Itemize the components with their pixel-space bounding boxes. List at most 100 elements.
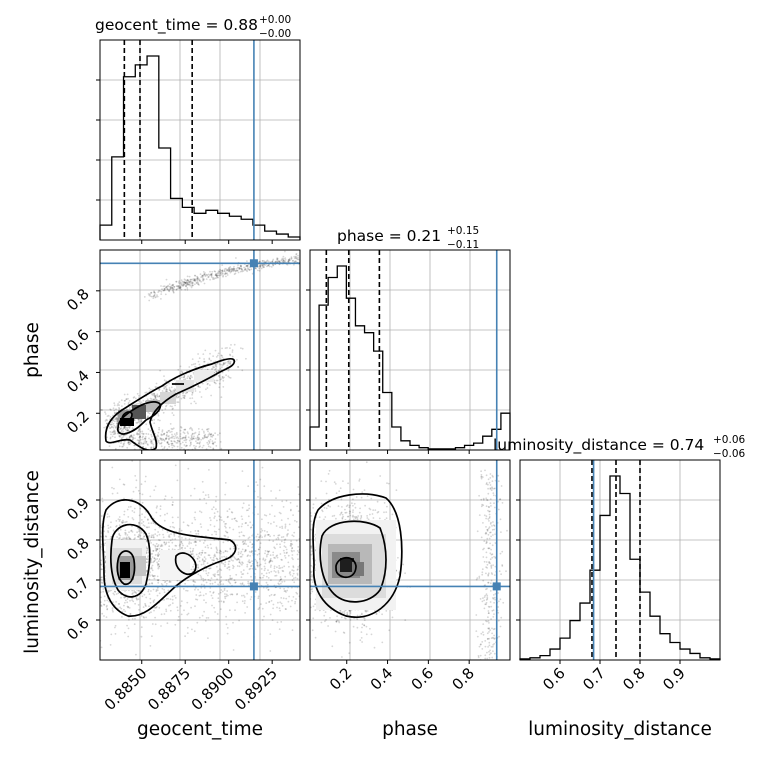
sample-point	[233, 265, 235, 268]
sample-point	[194, 283, 196, 286]
sample-point	[255, 267, 257, 270]
sample-point	[230, 578, 233, 580]
sample-point	[210, 433, 212, 436]
sample-point	[100, 515, 103, 517]
sample-point	[196, 437, 199, 439]
sample-point	[138, 530, 140, 533]
sample-point	[229, 547, 232, 550]
sample-point	[193, 438, 195, 440]
sample-point	[103, 595, 106, 598]
sample-point	[167, 535, 170, 538]
sample-point	[216, 565, 218, 568]
sample-point	[310, 571, 312, 574]
sample-point	[140, 531, 143, 534]
sample-point	[201, 428, 204, 431]
sample-point	[204, 552, 207, 554]
sample-point	[293, 263, 295, 266]
sample-point	[166, 622, 169, 625]
sample-point	[279, 512, 282, 515]
sample-point	[172, 389, 175, 392]
sample-point	[148, 526, 150, 528]
sample-point	[278, 580, 281, 582]
sample-point	[164, 437, 167, 440]
sample-point	[124, 601, 126, 604]
sample-point	[204, 494, 207, 496]
sample-point	[123, 427, 125, 429]
sample-point	[155, 382, 158, 385]
sample-point	[288, 523, 291, 526]
sample-point	[126, 429, 129, 432]
sample-point	[365, 633, 368, 636]
sample-point	[222, 583, 225, 585]
sample-point	[220, 569, 223, 571]
sample-point	[259, 264, 262, 266]
sample-point	[176, 442, 179, 444]
sample-point	[116, 422, 118, 425]
sample-point	[192, 279, 195, 282]
sample-point	[359, 517, 362, 520]
sample-point	[133, 590, 136, 592]
sample-point	[140, 626, 143, 629]
sample-point	[231, 577, 233, 580]
sample-point	[297, 258, 300, 261]
sample-point	[171, 428, 174, 431]
sample-point	[251, 534, 254, 537]
sample-point	[168, 437, 171, 439]
sample-point	[220, 576, 223, 579]
contour-inner	[116, 550, 136, 585]
sample-point	[132, 490, 135, 493]
sample-point	[160, 298, 162, 300]
sample-point	[106, 415, 109, 417]
sample-point	[266, 531, 269, 533]
sample-point	[291, 260, 294, 262]
sample-point	[184, 437, 187, 439]
sample-point	[197, 283, 200, 286]
sample-point	[249, 521, 252, 524]
sample-point	[275, 260, 278, 263]
sample-point	[203, 610, 206, 613]
sample-point	[123, 513, 126, 516]
sample-point	[186, 288, 189, 291]
sample-point	[284, 525, 287, 528]
sample-point	[126, 537, 128, 540]
sample-point	[260, 267, 263, 270]
sample-point	[115, 525, 117, 528]
sample-point	[113, 429, 115, 432]
sample-point	[199, 279, 201, 282]
sample-point	[210, 276, 213, 278]
sample-point	[232, 267, 235, 270]
sample-point	[192, 579, 195, 582]
sample-point	[217, 597, 220, 600]
sample-point	[361, 623, 364, 626]
sample-point	[215, 366, 218, 368]
sample-point	[189, 378, 192, 380]
sample-point	[271, 560, 274, 563]
sample-point	[311, 629, 314, 632]
sample-point	[169, 389, 172, 392]
sample-point	[210, 435, 212, 438]
sample-point	[229, 362, 231, 365]
sample-point	[168, 290, 171, 293]
sample-point	[174, 440, 176, 443]
sample-point	[245, 509, 248, 512]
sample-point	[186, 601, 189, 604]
sample-point	[217, 434, 219, 436]
sample-point	[240, 550, 243, 553]
sample-point	[175, 288, 178, 291]
sample-point	[143, 441, 146, 443]
sample-point	[168, 382, 170, 385]
sample-point	[341, 513, 344, 516]
sample-point	[239, 562, 242, 565]
sample-point	[242, 270, 245, 272]
sample-point	[103, 603, 105, 606]
sample-point	[150, 433, 153, 436]
sample-point	[229, 353, 231, 356]
sample-point	[207, 362, 210, 365]
sample-point	[182, 283, 185, 286]
sample-point	[289, 605, 292, 608]
sample-point	[106, 516, 109, 518]
sample-point	[203, 434, 206, 437]
sample-point	[186, 279, 189, 281]
sample-point	[272, 603, 275, 606]
sample-point	[117, 518, 120, 521]
